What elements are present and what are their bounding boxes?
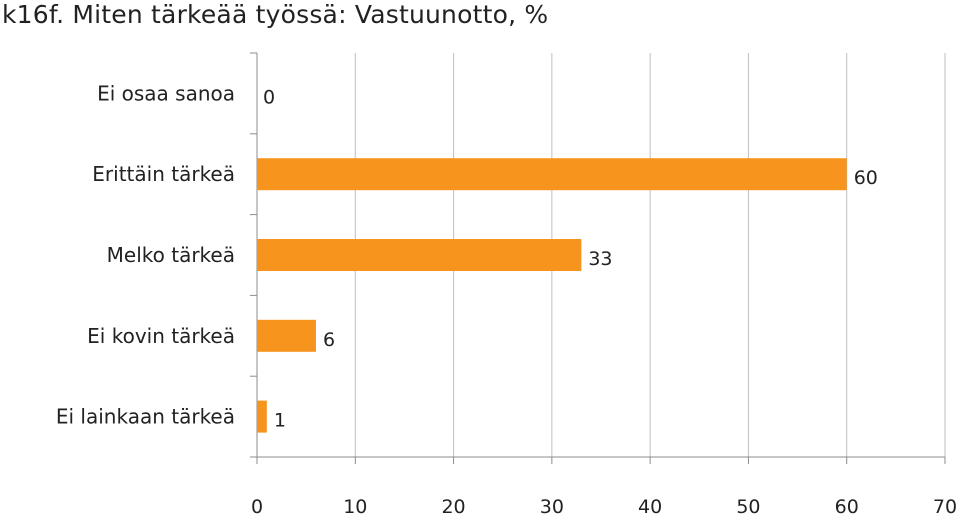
bar: [257, 319, 316, 352]
x-tick-label-30: 30: [540, 496, 564, 518]
category-label: Ei kovin tärkeä: [87, 324, 235, 348]
x-tick-label-20: 20: [441, 496, 465, 518]
bar: [257, 158, 847, 191]
x-tick-label-10: 10: [343, 496, 367, 518]
category-label: Melko tärkeä: [107, 243, 235, 267]
x-tick-label-50: 50: [736, 496, 760, 518]
category-label: Erittäin tärkeä: [92, 162, 235, 186]
category-label: Ei osaa sanoa: [97, 81, 235, 105]
x-tick-label-40: 40: [638, 496, 662, 518]
data-label: 33: [588, 248, 612, 270]
bar: [257, 400, 267, 433]
labels: 0 10 20 30 40 50 60 70 Ei osaa sanoa 0 Erittäin tä…: [56, 81, 957, 518]
data-label: 0: [263, 86, 275, 108]
data-label: 6: [323, 329, 335, 351]
data-label: 1: [274, 410, 286, 432]
x-tick-label-60: 60: [835, 496, 859, 518]
data-label: 60: [854, 167, 878, 189]
axes: [250, 52, 946, 464]
chart-title: k16f. Miten tärkeää työssä: Vastuunotto,…: [2, 0, 549, 29]
category-label: Ei lainkaan tärkeä: [56, 405, 235, 429]
x-tick-label-70: 70: [933, 496, 957, 518]
x-tick-label-0: 0: [251, 496, 263, 518]
bars: [257, 158, 847, 433]
bar: [257, 239, 582, 271]
